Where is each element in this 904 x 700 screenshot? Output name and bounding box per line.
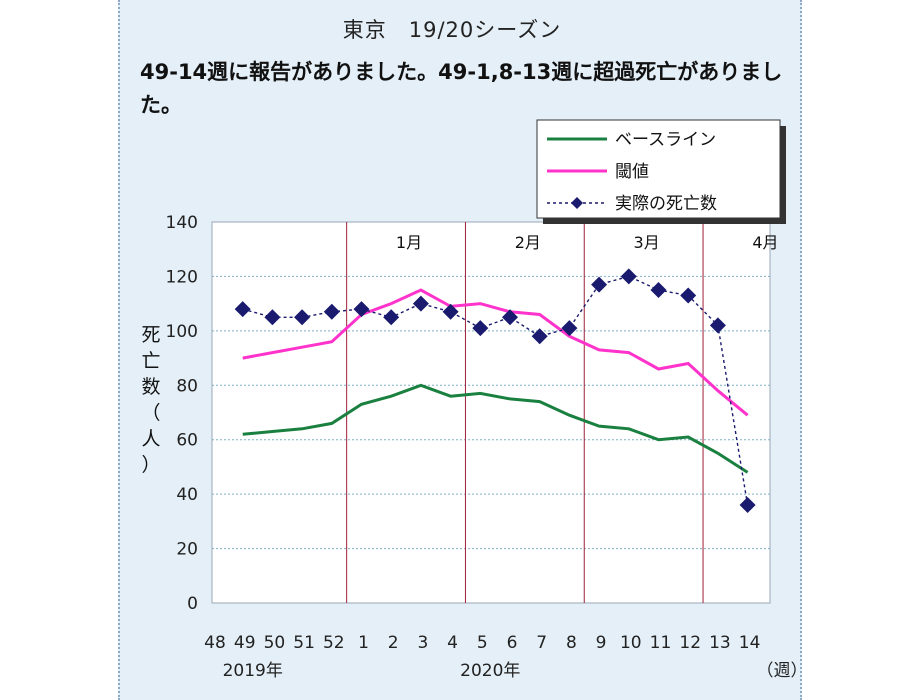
data-point-actual [680,287,697,304]
month-label: 3月 [634,233,660,252]
y-tick-label: 80 [176,376,198,396]
y-tick-label: 0 [187,594,198,614]
data-point-actual [353,301,370,318]
y-tick-label: 140 [166,213,198,233]
x-tick-label: 52 [323,633,345,653]
x-tick-label: 7 [536,633,547,653]
y-axis-label-char: 死 [141,324,161,346]
year-label: 2019年 [223,661,283,681]
y-axis-label-char: （ [141,402,161,424]
x-tick-label: 13 [709,633,731,653]
data-point-actual [531,328,548,345]
x-tick-label: 14 [739,633,761,653]
y-tick-label: 100 [166,322,198,342]
data-point-actual [323,303,340,320]
x-tick-label: 51 [293,633,315,653]
x-tick-label: 6 [507,633,518,653]
x-tick-label: 10 [620,633,642,653]
legend-label: ベースライン [615,130,716,150]
y-tick-label: 40 [176,485,198,505]
legend-label: 閾値 [615,162,649,182]
y-axis-label-char: ） [141,454,161,476]
month-label: 4月 [752,233,778,252]
x-tick-label: 4 [447,633,458,653]
data-point-actual [442,303,459,320]
data-point-actual [591,276,608,293]
data-point-actual [620,268,637,285]
data-point-actual [561,320,578,337]
data-point-actual [739,497,756,514]
y-axis-label-char: 人 [141,428,161,450]
x-tick-label: 48 [204,633,226,653]
y-axis-label-char: 亡 [141,350,161,372]
x-tick-label: 3 [417,633,428,653]
y-axis-label-char: 数 [141,376,161,398]
legend-marker-actual [571,197,583,209]
month-label: 2月 [515,233,541,252]
year-label: 2020年 [460,661,520,681]
plot-area [211,221,771,604]
series-line-baseline [242,383,749,474]
data-point-actual [650,282,667,299]
x-tick-label: 49 [234,633,256,653]
data-point-actual [383,309,400,326]
legend-label: 実際の死亡数 [615,194,717,214]
x-tick-label: 9 [596,633,607,653]
chart-title: 東京 19/20シーズン [342,18,562,42]
x-tick-label: 50 [264,633,286,653]
y-tick-label: 60 [176,431,198,451]
x-tick-label: 2 [388,633,399,653]
y-tick-label: 120 [166,267,198,287]
y-tick-label: 20 [176,540,198,560]
x-tick-label: 8 [566,633,577,653]
data-point-actual [709,317,726,334]
y-axis-label: 死亡数 （ 人 ） [140,322,162,478]
data-point-actual [234,301,251,318]
x-tick-label: 5 [477,633,488,653]
chart-subtitle: 49-14週に報告がありました。49-1,8-13週に超過死亡がありました。 [140,60,783,117]
data-point-actual [412,295,429,312]
x-tick-label: 1 [358,633,369,653]
data-point-actual [264,309,281,326]
data-point-actual [472,320,489,337]
x-tick-label: 11 [650,633,672,653]
x-tick-label: 12 [679,633,701,653]
series-line-threshold [242,288,749,417]
data-point-actual [502,309,518,326]
month-label: 1月 [396,233,422,252]
data-point-actual [294,309,311,326]
x-unit-label: （週） [757,661,808,681]
